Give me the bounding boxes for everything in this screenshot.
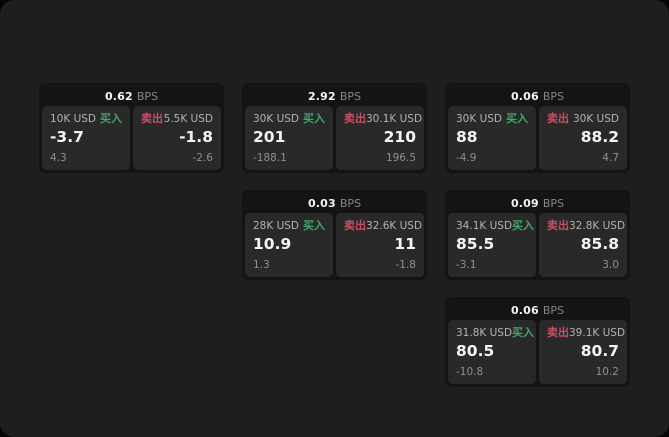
sell-panel[interactable]: 卖出 32.8K USD 85.8 3.0 <box>539 213 627 277</box>
spread-header: 0.03 BPS <box>245 193 424 213</box>
spread-header: 0.62 BPS <box>42 86 221 106</box>
spread-value: 0.09 <box>510 196 539 210</box>
buy-amount: 10K USD <box>50 113 97 125</box>
sell-amount: 32.8K USD <box>569 220 626 232</box>
sell-price: -1.8 <box>179 128 213 146</box>
sell-amount: 5.5K USD <box>163 113 213 125</box>
buy-amount: 34.1K USD <box>456 220 513 232</box>
buy-delta: -10.8 <box>456 366 484 378</box>
buy-delta: 4.3 <box>50 152 67 164</box>
sell-label: 卖出 <box>141 112 163 125</box>
sell-amount: 32.6K USD <box>366 220 423 232</box>
buy-label: 买入 <box>303 112 325 125</box>
sell-amount: 30.1K USD <box>366 113 423 125</box>
sell-price: 11 <box>394 235 416 253</box>
buy-price: 10.9 <box>253 235 292 253</box>
buy-panel[interactable]: 34.1K USD 买入 85.5 -3.1 <box>448 213 536 277</box>
sell-amount: 30K USD <box>572 113 619 125</box>
sell-panel[interactable]: 卖出 32.6K USD 11 -1.8 <box>336 213 424 277</box>
sell-delta: 196.5 <box>385 152 416 164</box>
buy-delta: 1.3 <box>253 259 270 271</box>
sell-delta: 4.7 <box>602 152 619 164</box>
sell-label: 卖出 <box>547 326 569 339</box>
sell-price: 80.7 <box>580 342 619 360</box>
spread-value: 2.92 <box>307 89 336 103</box>
sell-label: 卖出 <box>547 112 569 125</box>
spread-value: 0.62 <box>104 89 133 103</box>
sell-price: 210 <box>383 128 416 146</box>
sell-label: 卖出 <box>344 219 366 232</box>
spread-unit: BPS <box>542 303 565 317</box>
buy-label: 买入 <box>512 326 535 339</box>
buy-price: 85.5 <box>456 235 495 253</box>
buy-price: 201 <box>253 128 286 146</box>
buy-panel[interactable]: 28K USD 买入 10.9 1.3 <box>245 213 333 277</box>
sell-amount: 39.1K USD <box>569 327 626 339</box>
spread-value: 0.03 <box>307 196 336 210</box>
sell-price: 85.8 <box>580 235 619 253</box>
spread-unit: BPS <box>339 196 362 210</box>
sell-panel[interactable]: 卖出 5.5K USD -1.8 -2.6 <box>133 106 221 170</box>
buy-label: 买入 <box>303 219 325 232</box>
buy-amount: 30K USD <box>253 113 300 125</box>
spread-header: 2.92 BPS <box>245 86 424 106</box>
spread-unit: BPS <box>542 89 565 103</box>
sell-label: 卖出 <box>547 219 569 232</box>
sell-panel[interactable]: 卖出 39.1K USD 80.7 10.2 <box>539 320 627 384</box>
quote-card-grid: 0.62 BPS 10K USD 买入 -3.7 4.3 卖出 5.5K USD <box>39 83 630 387</box>
buy-delta: -3.1 <box>456 259 477 271</box>
quote-card: 0.62 BPS 10K USD 买入 -3.7 4.3 卖出 5.5K USD <box>39 83 224 173</box>
spread-value: 0.06 <box>510 303 539 317</box>
buy-panel[interactable]: 10K USD 买入 -3.7 4.3 <box>42 106 130 170</box>
spread-unit: BPS <box>339 89 362 103</box>
buy-label: 买入 <box>506 112 528 125</box>
quote-card: 0.06 BPS 31.8K USD 买入 80.5 -10.8 卖出 39.1… <box>445 297 630 387</box>
spread-unit: BPS <box>136 89 159 103</box>
sell-delta: 10.2 <box>595 366 619 378</box>
buy-panel[interactable]: 30K USD 买入 201 -188.1 <box>245 106 333 170</box>
sell-delta: -1.8 <box>395 259 417 271</box>
sell-delta: -2.6 <box>192 152 214 164</box>
sell-panel[interactable]: 卖出 30K USD 88.2 4.7 <box>539 106 627 170</box>
quote-card: 2.92 BPS 30K USD 买入 201 -188.1 卖出 30.1K … <box>242 83 427 173</box>
buy-price: 88 <box>456 128 478 146</box>
sell-price: 88.2 <box>580 128 619 146</box>
buy-delta: -188.1 <box>253 152 287 164</box>
spread-header: 0.06 BPS <box>448 300 627 320</box>
sell-delta: 3.0 <box>602 259 619 271</box>
buy-price: -3.7 <box>50 128 84 146</box>
buy-amount: 30K USD <box>456 113 503 125</box>
quote-card: 0.03 BPS 28K USD 买入 10.9 1.3 卖出 32.6K US… <box>242 190 427 280</box>
spread-header: 0.09 BPS <box>448 193 627 213</box>
sell-label: 卖出 <box>344 112 366 125</box>
buy-delta: -4.9 <box>456 152 477 164</box>
spread-value: 0.06 <box>510 89 539 103</box>
buy-panel[interactable]: 31.8K USD 买入 80.5 -10.8 <box>448 320 536 384</box>
sell-panel[interactable]: 卖出 30.1K USD 210 196.5 <box>336 106 424 170</box>
buy-amount: 31.8K USD <box>456 327 513 339</box>
quote-card: 0.06 BPS 30K USD 买入 88 -4.9 卖出 30K USD <box>445 83 630 173</box>
spread-unit: BPS <box>542 196 565 210</box>
quote-card: 0.09 BPS 34.1K USD 买入 85.5 -3.1 卖出 32.8K… <box>445 190 630 280</box>
buy-panel[interactable]: 30K USD 买入 88 -4.9 <box>448 106 536 170</box>
spread-header: 0.06 BPS <box>448 86 627 106</box>
buy-label: 买入 <box>100 112 122 125</box>
buy-amount: 28K USD <box>253 220 300 232</box>
buy-label: 买入 <box>512 219 535 232</box>
buy-price: 80.5 <box>456 342 495 360</box>
